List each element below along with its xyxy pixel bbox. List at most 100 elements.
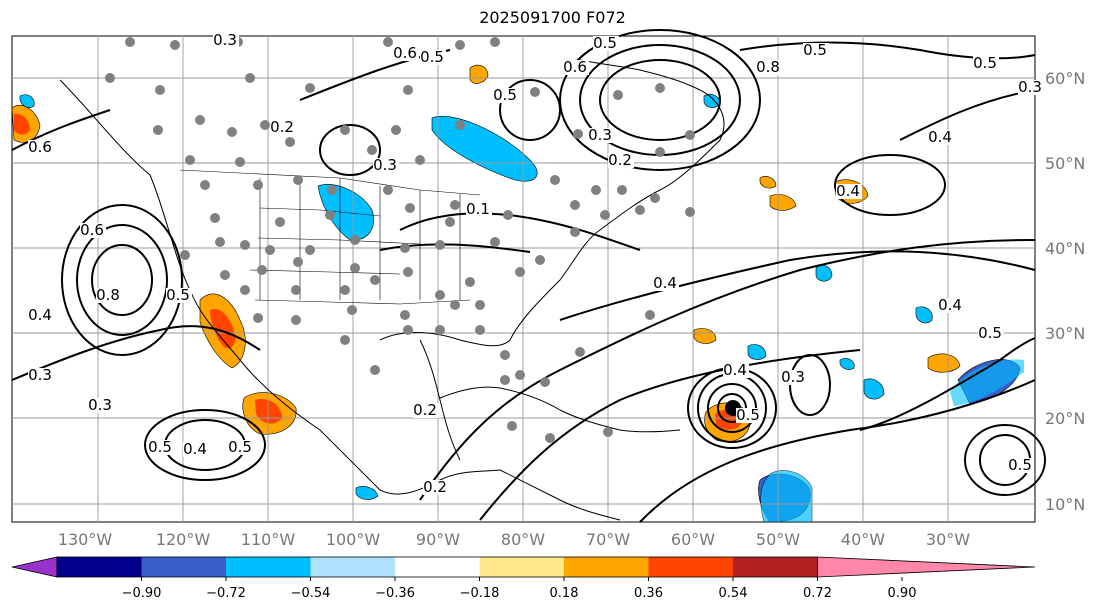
contour-label: 0.3 bbox=[213, 31, 237, 49]
lat-label: 50°N bbox=[1045, 154, 1085, 173]
contour-label: 0.4 bbox=[183, 440, 207, 458]
colorbar-tick-label: 0.54 bbox=[719, 586, 748, 601]
warm-patch-atlantic3 bbox=[927, 353, 961, 373]
colorbar-segment bbox=[226, 557, 311, 577]
colorbar-segment bbox=[57, 557, 142, 577]
contour-label-bg bbox=[183, 442, 209, 457]
contour-label-bg bbox=[608, 153, 634, 168]
contour-label-bg bbox=[563, 60, 589, 75]
contour-label: 0.6 bbox=[393, 44, 417, 62]
lon-label: 130°W bbox=[58, 530, 113, 549]
station-dots bbox=[105, 37, 695, 443]
contour-label: 0.5 bbox=[420, 48, 444, 66]
contour-label: 0.4 bbox=[723, 361, 747, 379]
contour-label: 0.6 bbox=[80, 221, 104, 239]
contour-label-bg bbox=[781, 370, 807, 385]
lat-label: 10°N bbox=[1045, 495, 1085, 514]
lon-label: 100°W bbox=[326, 530, 381, 549]
contour-label: 0.5 bbox=[493, 86, 517, 104]
cool-patch-labrador bbox=[431, 116, 538, 182]
map-panel: 0.30.6 0.50.60.50.80.50.30.50.20.40.50.60… bbox=[11, 29, 1046, 523]
colorbar-tick-label: 0.18 bbox=[550, 586, 579, 601]
contour-label: 0.5 bbox=[803, 41, 827, 59]
contour-label-bg bbox=[88, 398, 114, 413]
contour-label: 0.5 bbox=[228, 438, 252, 456]
colorbar-segment bbox=[648, 557, 733, 577]
cool-patch-mid-atl2 bbox=[747, 344, 767, 360]
contour-label: 0.2 bbox=[413, 401, 437, 419]
contour-label: 0.3 bbox=[1018, 78, 1042, 96]
coastlines bbox=[59, 59, 725, 521]
contour-label-bg bbox=[228, 440, 254, 455]
contour-label-bg bbox=[213, 33, 239, 48]
contour-label-bg bbox=[80, 223, 106, 238]
contour-label: 0.5 bbox=[973, 54, 997, 72]
colorbar-tick-label: 0.36 bbox=[634, 586, 663, 601]
contour-label-bg bbox=[166, 288, 192, 303]
warm-patch-atlantic4 bbox=[693, 328, 717, 344]
colorbar-arrow-right bbox=[817, 556, 1036, 578]
contour-label-bg bbox=[28, 368, 54, 383]
contour-label-bg bbox=[588, 128, 614, 143]
graticule bbox=[12, 36, 1035, 522]
lat-label: 20°N bbox=[1045, 409, 1085, 428]
contour-label: 0.2 bbox=[608, 151, 632, 169]
contour-label-bg bbox=[836, 184, 862, 199]
colorbar-tick-label: 0.90 bbox=[888, 586, 917, 601]
contour-label-bg bbox=[420, 50, 446, 65]
contour-label: 0.4 bbox=[928, 128, 952, 146]
colorbar-segment bbox=[733, 557, 818, 577]
warm-patch-greenland bbox=[469, 64, 489, 84]
colorbar-tick-label: −0.54 bbox=[291, 586, 331, 601]
contour-label-bg bbox=[466, 202, 492, 217]
contour-label: 0.3 bbox=[373, 156, 397, 174]
contour-label: 0.1 bbox=[466, 200, 490, 218]
warm-patch-atlantic2 bbox=[769, 194, 797, 211]
cool-patch-mid-atl bbox=[863, 378, 885, 400]
contour-label-bg bbox=[653, 276, 679, 291]
contour-label-bg bbox=[28, 140, 54, 155]
warm-core-baja bbox=[210, 309, 236, 349]
contour-label: 0.3 bbox=[88, 396, 112, 414]
latitude-axis: 60°N 50°N 40°N 30°N 20°N 10°N bbox=[1045, 69, 1085, 514]
colorbar-segment bbox=[310, 557, 395, 577]
contour-label-bg bbox=[393, 46, 419, 61]
contour-label-bg bbox=[736, 408, 762, 423]
cool-patch-e3 bbox=[839, 358, 855, 370]
contour-label: 0.5 bbox=[148, 438, 172, 456]
contour-label-bg bbox=[1008, 458, 1034, 473]
colorbar-arrow-left bbox=[11, 556, 58, 578]
colorbar-segment bbox=[479, 557, 564, 577]
colorbar-tick-label: −0.18 bbox=[460, 586, 500, 601]
colorbar-segment bbox=[141, 557, 226, 577]
contour-label: 0.5 bbox=[593, 34, 617, 52]
contour-label: 0.5 bbox=[736, 406, 760, 424]
contour-label: 0.3 bbox=[781, 368, 805, 386]
contour-label: 0.3 bbox=[28, 366, 52, 384]
contour-label-bg bbox=[423, 480, 449, 495]
cool-patch-nw bbox=[19, 94, 35, 108]
contour-label-bg bbox=[270, 120, 296, 135]
colorbar-tick-label: −0.36 bbox=[375, 586, 415, 601]
lon-label: 50°W bbox=[756, 530, 800, 549]
lat-label: 30°N bbox=[1045, 324, 1085, 343]
contour-label-bg bbox=[978, 326, 1004, 341]
contour-label-bg bbox=[803, 43, 829, 58]
chart-title: 2025091700 F072 bbox=[479, 8, 626, 27]
contour-label-bg bbox=[28, 308, 54, 323]
cool-patch-e2 bbox=[915, 306, 933, 324]
warm-core-nw bbox=[14, 113, 30, 135]
lon-label: 70°W bbox=[586, 530, 630, 549]
lon-label: 110°W bbox=[241, 530, 296, 549]
contour-label: 0.8 bbox=[756, 58, 780, 76]
contour-label-bg bbox=[756, 60, 782, 75]
contour-label-bg bbox=[928, 130, 954, 145]
colorbar-tick-label: −0.90 bbox=[122, 586, 162, 601]
contour-labels: 0.30.6 0.50.60.50.80.50.30.50.20.40.50.60… bbox=[28, 31, 1044, 496]
contour-label: 0.4 bbox=[938, 296, 962, 314]
colorbar-tick-label: −0.72 bbox=[206, 586, 246, 601]
cool-rim-east bbox=[950, 359, 1024, 406]
contour-label: 0.8 bbox=[96, 286, 120, 304]
contour-label: 0.2 bbox=[270, 118, 294, 136]
lon-label: 60°W bbox=[671, 530, 715, 549]
